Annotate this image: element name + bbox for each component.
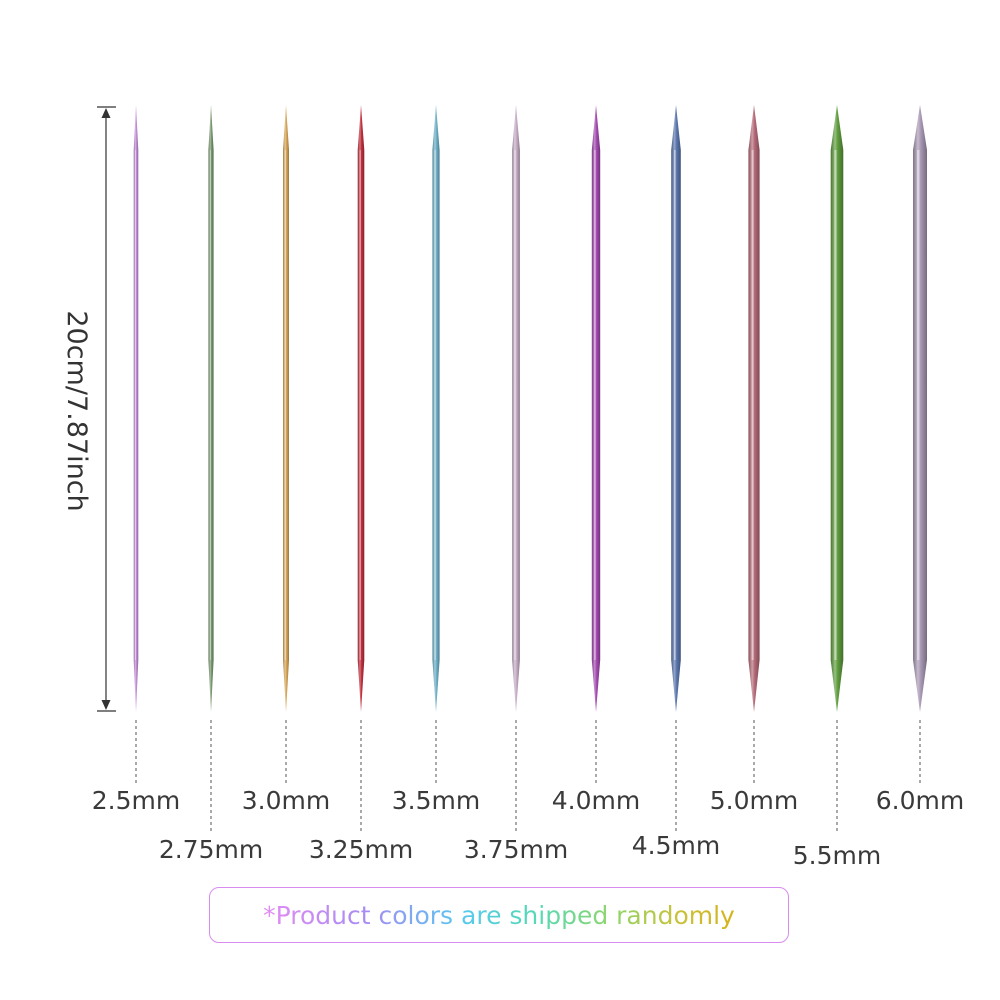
needle-body (283, 105, 289, 712)
needle-3.5mm: 3.5mm (392, 105, 480, 815)
dimension-arrow-up (101, 108, 111, 118)
needle-size-label: 3.25mm (309, 835, 413, 864)
needle-4.5mm: 4.5mm (632, 105, 720, 860)
needle-body (913, 105, 927, 712)
needle-3.75mm: 3.75mm (464, 105, 568, 864)
needle-body (512, 105, 520, 712)
needle-2.5mm: 2.5mm (92, 105, 180, 815)
color-note-text: *Product colors are shipped randomly (263, 900, 735, 930)
needle-body (133, 105, 139, 712)
needle-body (208, 105, 214, 712)
needle-body (671, 105, 681, 712)
needle-size-label: 6.0mm (876, 786, 964, 815)
needle-5.5mm: 5.5mm (793, 105, 881, 870)
needle-3.25mm: 3.25mm (309, 105, 413, 864)
needles: 2.5mm 2.75mm 3.0mm 3.25mm 3.5mm 3.75mm 4.0mm 4.… (92, 105, 964, 870)
needle-size-label: 4.0mm (552, 786, 640, 815)
needle-size-label: 5.5mm (793, 841, 881, 870)
needle-6.0mm: 6.0mm (876, 105, 964, 815)
needle-size-label: 4.5mm (632, 831, 720, 860)
needle-5.0mm: 5.0mm (710, 105, 798, 815)
needle-size-label: 3.75mm (464, 835, 568, 864)
length-dimension: 20cm/7.87inch (61, 106, 116, 712)
needle-body (748, 105, 760, 712)
dimension-label: 20cm/7.87inch (61, 310, 92, 511)
dimension-arrow-down (101, 700, 111, 710)
needle-4.0mm: 4.0mm (552, 105, 640, 815)
needle-2.75mm: 2.75mm (159, 105, 263, 864)
needle-size-label: 2.75mm (159, 835, 263, 864)
needle-size-label: 2.5mm (92, 786, 180, 815)
needle-body (432, 105, 440, 712)
needle-body (357, 105, 365, 712)
needle-3.0mm: 3.0mm (242, 105, 330, 815)
color-note-box: *Product colors are shipped randomly (209, 887, 789, 943)
needle-body (591, 105, 601, 712)
needle-size-label: 3.5mm (392, 786, 480, 815)
needle-body (830, 105, 844, 712)
needle-size-label: 3.0mm (242, 786, 330, 815)
needle-size-label: 5.0mm (710, 786, 798, 815)
